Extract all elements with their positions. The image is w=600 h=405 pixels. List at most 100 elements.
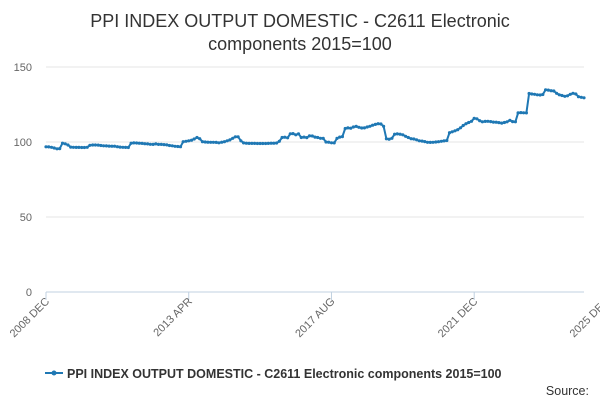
data-point[interactable]	[524, 111, 529, 115]
data-point[interactable]	[66, 143, 70, 147]
data-point[interactable]	[502, 120, 506, 125]
data-point[interactable]	[395, 132, 399, 136]
data-point[interactable]	[291, 132, 295, 136]
data-point[interactable]	[491, 120, 495, 124]
data-point[interactable]	[346, 126, 350, 130]
data-point[interactable]	[126, 145, 130, 150]
data-point[interactable]	[332, 141, 336, 145]
data-point[interactable]	[505, 120, 509, 124]
data-point[interactable]	[398, 132, 402, 136]
data-point[interactable]	[107, 144, 111, 148]
data-point[interactable]	[176, 144, 180, 149]
data-point[interactable]	[538, 93, 542, 97]
data-point[interactable]	[373, 122, 377, 126]
data-point[interactable]	[349, 126, 353, 130]
data-point[interactable]	[387, 137, 391, 141]
data-point[interactable]	[82, 145, 86, 150]
data-point[interactable]	[275, 141, 279, 145]
data-point[interactable]	[478, 119, 482, 123]
data-point[interactable]	[563, 94, 567, 98]
data-point[interactable]	[340, 135, 344, 139]
data-point[interactable]	[143, 142, 147, 146]
data-point[interactable]	[436, 140, 441, 144]
data-point[interactable]	[69, 145, 73, 149]
data-point[interactable]	[85, 145, 89, 149]
data-point[interactable]	[445, 138, 449, 143]
data-point[interactable]	[354, 124, 358, 128]
data-point[interactable]	[299, 135, 303, 140]
data-point[interactable]	[324, 140, 328, 144]
data-point[interactable]	[316, 135, 320, 140]
data-point[interactable]	[425, 140, 430, 144]
data-point[interactable]	[458, 126, 463, 130]
data-point[interactable]	[159, 142, 163, 146]
data-point[interactable]	[420, 139, 424, 143]
data-point[interactable]	[357, 125, 361, 129]
data-point[interactable]	[214, 140, 218, 144]
data-point[interactable]	[148, 142, 152, 146]
legend[interactable]: PPI INDEX OUTPUT DOMESTIC - C2611 Electr…	[45, 367, 502, 381]
data-point[interactable]	[544, 88, 548, 92]
data-point[interactable]	[335, 136, 339, 140]
data-point[interactable]	[327, 140, 331, 144]
data-point[interactable]	[500, 121, 504, 125]
data-point[interactable]	[456, 128, 460, 132]
data-point[interactable]	[93, 143, 97, 147]
data-point[interactable]	[129, 141, 133, 145]
data-point[interactable]	[461, 123, 465, 128]
data-point[interactable]	[480, 120, 484, 124]
data-point[interactable]	[431, 140, 435, 144]
data-point[interactable]	[376, 122, 380, 126]
data-point[interactable]	[423, 140, 427, 144]
data-point[interactable]	[198, 137, 202, 141]
data-point[interactable]	[167, 143, 172, 148]
data-point[interactable]	[203, 140, 207, 144]
data-point[interactable]	[63, 142, 67, 146]
data-point[interactable]	[135, 141, 139, 145]
data-point[interactable]	[318, 136, 323, 140]
data-point[interactable]	[55, 147, 59, 151]
data-point[interactable]	[44, 145, 48, 149]
data-point[interactable]	[266, 141, 270, 145]
data-point[interactable]	[165, 143, 169, 147]
data-point[interactable]	[47, 145, 51, 149]
data-point[interactable]	[115, 145, 119, 149]
data-point[interactable]	[535, 93, 539, 97]
data-point[interactable]	[88, 143, 92, 147]
data-point[interactable]	[329, 141, 334, 145]
data-point[interactable]	[513, 120, 518, 124]
data-point[interactable]	[280, 135, 284, 140]
data-point[interactable]	[401, 133, 405, 137]
data-point[interactable]	[519, 111, 523, 115]
data-point[interactable]	[510, 120, 515, 124]
data-point[interactable]	[189, 138, 194, 142]
data-point[interactable]	[447, 131, 452, 135]
data-point[interactable]	[96, 143, 100, 147]
data-point[interactable]	[439, 139, 443, 143]
data-point[interactable]	[486, 119, 490, 123]
data-point[interactable]	[557, 93, 561, 97]
data-point[interactable]	[236, 135, 240, 139]
data-point[interactable]	[489, 120, 493, 124]
data-point[interactable]	[390, 136, 394, 140]
data-point[interactable]	[527, 91, 531, 96]
data-point[interactable]	[140, 141, 144, 145]
data-point[interactable]	[104, 144, 108, 148]
data-point[interactable]	[384, 137, 388, 141]
data-point[interactable]	[442, 139, 446, 143]
data-point[interactable]	[156, 142, 161, 146]
data-point[interactable]	[187, 139, 191, 143]
data-point[interactable]	[579, 95, 583, 99]
data-point[interactable]	[310, 134, 314, 138]
data-point[interactable]	[261, 141, 265, 146]
data-point[interactable]	[49, 145, 54, 149]
data-point[interactable]	[464, 122, 468, 126]
data-point[interactable]	[162, 143, 166, 147]
data-point[interactable]	[146, 142, 150, 146]
data-point[interactable]	[151, 142, 155, 146]
data-point[interactable]	[58, 147, 62, 151]
data-point[interactable]	[181, 140, 185, 144]
data-point[interactable]	[379, 122, 383, 126]
data-point[interactable]	[522, 111, 526, 115]
data-point[interactable]	[362, 126, 366, 130]
